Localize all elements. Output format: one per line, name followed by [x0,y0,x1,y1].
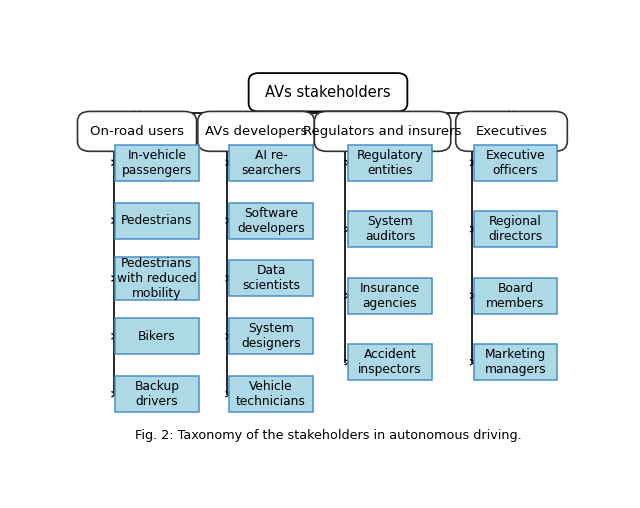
FancyBboxPatch shape [348,344,431,380]
Text: System
designers: System designers [241,323,301,351]
FancyBboxPatch shape [229,319,312,355]
Text: Executive
officers: Executive officers [486,149,545,177]
Text: Board
members: Board members [486,281,545,310]
Text: On-road users: On-road users [90,125,184,138]
FancyBboxPatch shape [198,111,314,151]
FancyBboxPatch shape [456,111,567,151]
Text: Vehicle
technicians: Vehicle technicians [236,380,306,408]
FancyBboxPatch shape [348,211,431,247]
Text: Marketing
managers: Marketing managers [484,348,547,376]
FancyBboxPatch shape [474,344,557,380]
Text: AVs developers: AVs developers [205,125,307,138]
Text: AVs stakeholders: AVs stakeholders [265,85,391,100]
Text: Backup
drivers: Backup drivers [134,380,179,408]
FancyBboxPatch shape [474,145,557,181]
Text: Pedestrians
with reduced
mobility: Pedestrians with reduced mobility [117,257,196,300]
Text: Fig. 2: Taxonomy of the stakeholders in autonomous driving.: Fig. 2: Taxonomy of the stakeholders in … [134,429,522,442]
FancyBboxPatch shape [348,145,431,181]
Text: Software
developers: Software developers [237,207,305,235]
Text: Accident
inspectors: Accident inspectors [358,348,422,376]
FancyBboxPatch shape [248,73,407,111]
Text: Insurance
agencies: Insurance agencies [360,281,420,310]
FancyBboxPatch shape [474,211,557,247]
FancyBboxPatch shape [229,203,312,239]
FancyBboxPatch shape [229,261,312,297]
Text: Bikers: Bikers [138,330,176,343]
FancyBboxPatch shape [348,278,431,313]
Text: Regulators and insurers: Regulators and insurers [303,125,462,138]
Text: Executives: Executives [476,125,547,138]
FancyBboxPatch shape [229,145,312,181]
FancyBboxPatch shape [77,111,196,151]
Text: In-vehicle
passengers: In-vehicle passengers [122,149,192,177]
FancyBboxPatch shape [115,258,198,300]
FancyBboxPatch shape [115,145,198,181]
Text: Regulatory
entities: Regulatory entities [356,149,423,177]
FancyBboxPatch shape [115,376,198,412]
Text: Data
scientists: Data scientists [242,265,300,293]
FancyBboxPatch shape [115,319,198,355]
FancyBboxPatch shape [229,376,312,412]
FancyBboxPatch shape [474,278,557,313]
Text: Pedestrians: Pedestrians [121,214,193,227]
FancyBboxPatch shape [115,203,198,239]
FancyBboxPatch shape [314,111,451,151]
Text: AI re-
searchers: AI re- searchers [241,149,301,177]
Text: System
auditors: System auditors [365,215,415,243]
Text: Regional
directors: Regional directors [488,215,543,243]
